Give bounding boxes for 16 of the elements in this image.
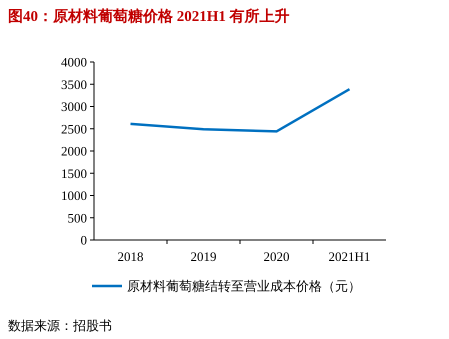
source-note: 数据来源：招股书	[8, 318, 112, 333]
y-tick-label: 1500	[61, 166, 87, 181]
y-tick-label: 500	[68, 210, 87, 226]
x-tick-label: 2021H1	[328, 249, 370, 264]
x-tick-label: 2018	[118, 249, 144, 264]
y-tick-label: 2000	[61, 144, 87, 158]
x-tick-label: 2020	[264, 249, 290, 264]
y-tick-label: 4000	[61, 54, 87, 70]
y-tick-label: 3500	[61, 76, 87, 92]
legend-label: 原材料葡萄糖结转至营业成本价格（元）	[127, 278, 361, 294]
y-tick-label: 2500	[61, 121, 87, 136]
y-tick-label: 3000	[61, 99, 87, 114]
y-tick-label: 0	[80, 232, 87, 248]
x-tick-label: 2019	[190, 249, 216, 264]
chart-title: 图40：原材料葡萄糖价格 2021H1 有所上升	[8, 8, 290, 25]
y-tick-label: 1000	[61, 188, 87, 203]
